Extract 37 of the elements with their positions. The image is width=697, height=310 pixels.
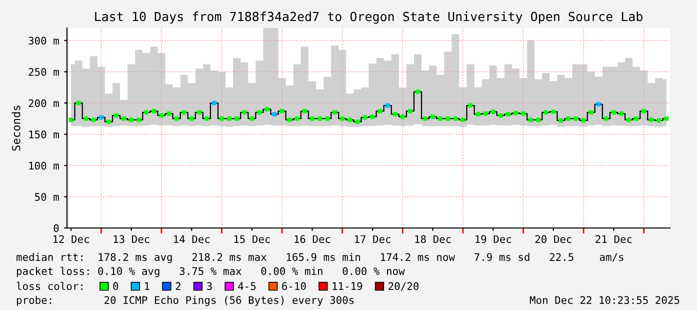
x-tick-label: 16 Dec	[294, 235, 330, 244]
legend-label: 11-19	[332, 282, 362, 290]
legend-label: 2	[176, 282, 180, 290]
text: median rtt: 178.2 ms avg 218.2 ms max 165.9 ms min 174.2 ms now 7.9 ms sd 22.5 am/s	[16, 252, 624, 264]
legend-label: 6-10	[282, 282, 306, 290]
chart-title: Last 10 Days from 7188f34a2ed7 to Oregon State University Open Source Lab	[95, 12, 642, 24]
y-tick-label: 0	[54, 224, 59, 232]
text: probe: 20 ICMP Echo Pings (56 Bytes) every 300s	[16, 296, 354, 306]
legend-label: 4-5	[238, 282, 256, 290]
x-tick-label: 17 Dec	[354, 235, 390, 244]
point	[385, 103, 390, 108]
text: packet loss: 0.10 % avg 3.75 % max 0.00 % min 0.00 % now	[16, 266, 405, 278]
x-tick-label: 20 Dec	[535, 235, 572, 244]
y-tick-label: 100 m	[29, 162, 59, 170]
legend-label: 3	[207, 282, 212, 290]
y-tick-label: 300 m	[28, 36, 59, 45]
x-tick-label: 19 Dec	[476, 235, 512, 244]
point	[98, 115, 104, 120]
legend-title: loss color:	[16, 282, 82, 290]
x-tick-label: 14 Dec	[174, 235, 210, 244]
y-tick-label: 200 m	[28, 99, 59, 108]
x-tick-label: 18 Dec	[415, 235, 451, 244]
legend-label: 1	[145, 282, 150, 290]
point	[212, 100, 216, 106]
x-tick-label: 13 Dec	[114, 235, 150, 244]
y-axis-title: Seconds	[12, 106, 20, 151]
x-tick-label: 12 Dec	[53, 235, 89, 244]
point	[596, 102, 601, 106]
x-tick-label: 15 Dec	[234, 235, 270, 244]
point	[272, 112, 277, 116]
y-tick-label: 150 m	[29, 130, 59, 138]
legend-label: 0	[113, 282, 118, 290]
text: Mon Dec 22 10:23:55 2025	[530, 296, 680, 304]
y-tick-label: 50 m	[35, 193, 59, 201]
y-tick-label: 250 m	[28, 68, 59, 76]
x-tick-label: 21 Dec	[596, 235, 632, 244]
legend-label: 20/20	[388, 282, 419, 291]
